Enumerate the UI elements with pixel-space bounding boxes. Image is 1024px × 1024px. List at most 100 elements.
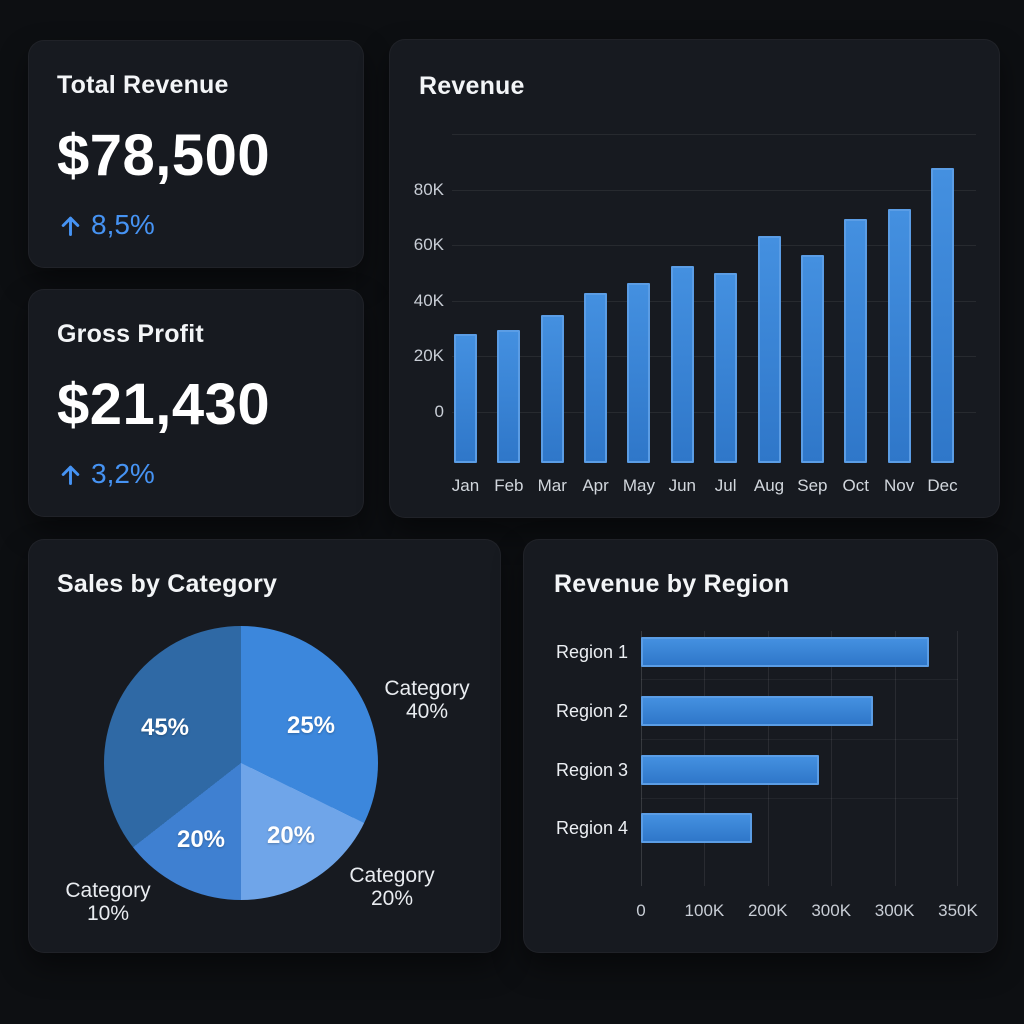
region-bar-4 <box>641 812 752 843</box>
x-axis-tick-label: 200K <box>747 901 788 920</box>
x-axis-tick-label: Mar <box>537 476 567 495</box>
y-axis-tick-label: 80K <box>413 179 444 199</box>
revenue-by-region-card: Revenue by Region Region 1 Region 2 Region… <box>523 539 998 953</box>
revenue-bar-nov <box>887 209 911 463</box>
gridline <box>957 631 958 886</box>
revenue-bar-jul <box>714 273 738 463</box>
region-bar-3 <box>641 755 819 785</box>
revenue-bar-apr <box>584 292 608 463</box>
region-label: Region 2 <box>556 701 629 721</box>
revenue-bar-aug <box>757 235 781 463</box>
bar-column-feb: Feb <box>494 330 524 495</box>
pie-slice-label: 25% <box>286 712 336 739</box>
revenue-by-region-title: Revenue by Region <box>554 570 790 598</box>
arrow-up-icon <box>57 212 84 239</box>
region-label: Region 1 <box>556 642 629 662</box>
gridline <box>452 134 976 135</box>
x-axis-tick-label: Jul <box>714 476 737 495</box>
pie-callout-line: Category <box>65 879 151 902</box>
bar-column-nov: Nov <box>884 209 914 495</box>
revenue-bar-oct <box>844 219 868 463</box>
x-axis-tick-label: Aug <box>753 476 785 495</box>
x-axis-tick-label: 300K <box>811 901 852 920</box>
total-revenue-card: Total Revenue $78,500 8,5% <box>28 40 364 268</box>
region-label: Region 4 <box>556 817 629 838</box>
pie-callout-category-40: Category 40% <box>365 677 489 723</box>
x-axis-tick-label: Dec <box>927 476 958 495</box>
x-axis-tick-label: 300K <box>874 901 915 920</box>
x-axis-tick-label: Jan <box>451 476 480 495</box>
revenue-bar-feb <box>497 330 521 463</box>
x-axis-tick-label: Jun <box>668 476 697 495</box>
pie-callout-line: 20% <box>370 887 414 910</box>
x-axis-tick-label: Sep <box>797 476 828 495</box>
bar-column-sep: Sep <box>797 255 828 495</box>
pie-slice-label: 20% <box>266 822 316 849</box>
revenue-chart-card: Revenue 80K 60K 40K 20K 0 Jan Feb Mar Apr May Jun J… <box>389 39 1000 518</box>
gridline <box>452 356 976 357</box>
gridline <box>831 631 833 886</box>
pie-callout-category-20: Category 20% <box>330 864 454 910</box>
revenue-chart-title: Revenue <box>419 72 525 100</box>
pie-callout-line: Category <box>384 677 470 700</box>
x-axis-tick-label: Feb <box>494 476 524 495</box>
gross-profit-delta: 3,2% <box>57 458 335 490</box>
total-revenue-title: Total Revenue <box>57 71 229 99</box>
revenue-plot-area: 80K 60K 40K 20K 0 Jan Feb Mar Apr May Jun Jul Aug Sep… <box>414 134 976 495</box>
bar-column-jun: Jun <box>669 266 696 495</box>
arrow-up-icon <box>57 461 84 488</box>
gross-profit-value: $21,430 <box>57 372 271 437</box>
revenue-bar-may <box>627 283 651 463</box>
x-axis-tick-label: 350K <box>938 901 978 920</box>
revenue-bar-mar <box>540 314 564 463</box>
revenue-bar-jun <box>670 266 694 463</box>
revenue-bar-jan <box>454 334 477 463</box>
region-plot-area <box>641 631 958 886</box>
x-axis-tick-label: May <box>622 476 655 495</box>
gross-profit-card: Gross Profit $21,430 3,2% <box>28 289 364 517</box>
y-axis-tick-label: 60K <box>413 235 444 254</box>
gridline <box>452 245 976 246</box>
x-axis-tick-label: Nov <box>883 476 915 495</box>
pie-slice-label: 20% <box>176 826 226 853</box>
gridline <box>641 739 958 740</box>
total-revenue-delta: 8,5% <box>57 209 335 241</box>
pie-callout-line: 40% <box>405 700 449 723</box>
region-label: Region 3 <box>556 760 629 780</box>
gridline <box>452 300 976 302</box>
gridline <box>894 631 896 886</box>
bar-column-jan: Jan <box>452 334 479 495</box>
bar-column-aug: Aug <box>754 235 784 495</box>
bar-column-may: May <box>623 283 655 495</box>
y-axis-tick-label: 40K <box>413 290 444 310</box>
total-revenue-value: $78,500 <box>57 123 271 188</box>
x-axis-tick-label: 100K <box>684 901 725 920</box>
y-axis-tick-label: 20K <box>413 346 444 365</box>
region-bar-2 <box>641 696 873 726</box>
gross-profit-delta-value: 3,2% <box>91 458 155 489</box>
revenue-bar-sep <box>800 255 824 463</box>
gridline <box>641 798 958 799</box>
gross-profit-title: Gross Profit <box>57 320 204 348</box>
bar-column-apr: Apr <box>582 292 609 495</box>
bar-column-mar: Mar <box>538 314 567 495</box>
total-revenue-delta-value: 8,5% <box>91 209 155 240</box>
bars-row: Jan Feb Mar Apr May Jun Jul Aug Sep Oct Nov Dec <box>452 134 958 495</box>
category-pie-chart <box>104 626 378 900</box>
sales-by-category-card: Sales by Category 25% 20% 20% 45% Catego… <box>28 539 501 953</box>
pie-slice-label: 45% <box>140 714 190 741</box>
bar-column-oct: Oct <box>843 219 869 495</box>
gridline <box>452 411 976 413</box>
revenue-bar-dec <box>930 167 954 463</box>
y-axis-tick-label: 0 <box>434 401 444 421</box>
gridline <box>452 189 976 191</box>
sales-by-category-title: Sales by Category <box>57 570 278 598</box>
bar-column-dec: Dec <box>927 167 958 495</box>
x-axis-tick-label: Apr <box>582 476 609 495</box>
x-axis-tick-label: 0 <box>636 901 646 920</box>
x-axis-tick-label: Oct <box>842 476 869 495</box>
pie-callout-line: 10% <box>86 902 130 925</box>
bar-column-jul: Jul <box>714 273 738 495</box>
pie-callout-category-10: Category 10% <box>46 879 170 925</box>
